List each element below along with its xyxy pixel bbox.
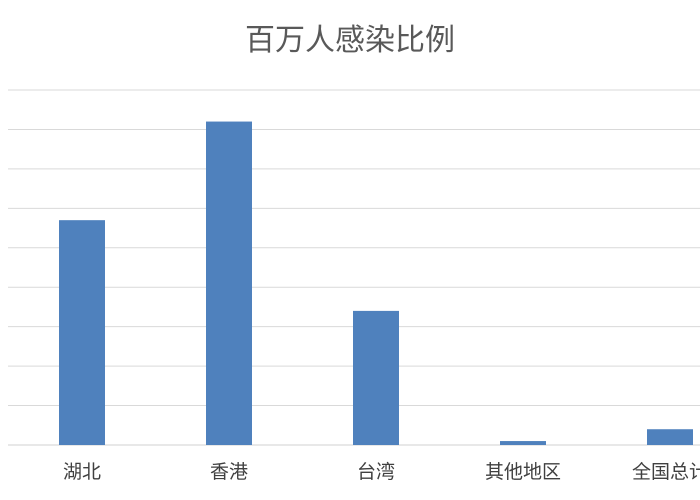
x-tick-label: 香港 (210, 461, 248, 483)
x-tick-label: 湖北 (63, 461, 101, 483)
bar-3 (500, 441, 546, 445)
category-labels: 湖北 香港 台湾 其他地区 全国总计 (63, 461, 700, 483)
bars (59, 121, 693, 446)
x-tick-label: 其他地区 (485, 461, 561, 483)
x-tick-label: 台湾 (357, 461, 395, 483)
bar-4 (647, 429, 693, 445)
gridlines (8, 89, 700, 446)
chart-title: 百万人感染比例 (245, 23, 455, 58)
x-tick-label: 全国总计 (632, 461, 700, 483)
bar-2 (353, 310, 399, 445)
bar-0 (59, 220, 105, 445)
bar-1 (206, 121, 252, 446)
